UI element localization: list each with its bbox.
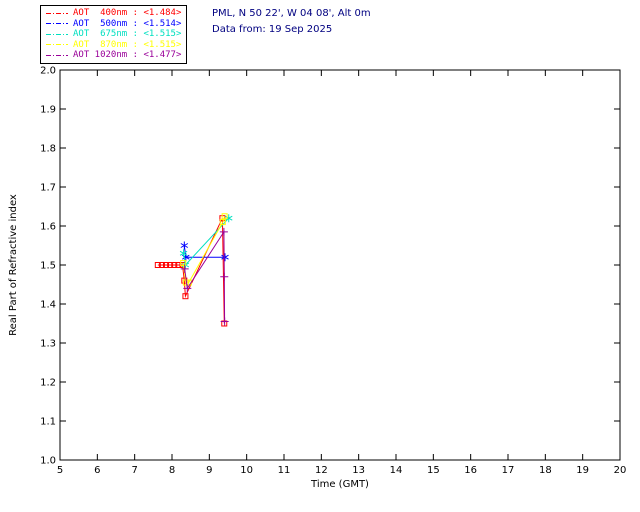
x-tick-label: 16 (464, 465, 477, 476)
x-tick-label: 13 (352, 465, 365, 476)
data-point-asterisk (179, 249, 188, 258)
series-line (183, 217, 230, 267)
x-tick-label: 6 (94, 465, 100, 476)
legend-label: AOT 400nm : <1.484> (73, 8, 182, 19)
y-tick-label: 1.9 (40, 105, 56, 116)
y-tick-label: 1.6 (40, 222, 56, 233)
x-tick-label: 12 (315, 465, 328, 476)
y-tick-label: 2.0 (40, 66, 56, 77)
legend-label: AOT 1020nm : <1.477> (73, 50, 182, 61)
x-tick-label: 9 (206, 465, 212, 476)
data-point-square (171, 262, 178, 268)
data-point-square (181, 277, 188, 284)
data-point-square (180, 260, 187, 267)
y-tick-label: 1.4 (40, 300, 56, 311)
legend-line-sample (46, 44, 68, 46)
x-tick-label: 7 (131, 465, 137, 476)
y-axis-title: Real Part of Refractive index (8, 194, 19, 336)
x-tick-label: 15 (427, 465, 440, 476)
x-tick-label: 19 (576, 465, 589, 476)
y-tick-label: 1.8 (40, 144, 56, 155)
y-tick-label: 1.0 (40, 456, 56, 467)
data-point-plus (183, 284, 192, 293)
data-point-square (219, 219, 226, 226)
x-tick-label: 18 (539, 465, 552, 476)
data-point-plus (180, 264, 189, 273)
data-point-square (221, 213, 228, 220)
x-axis-title: Time (GMT) (310, 479, 369, 490)
legend-line-sample (46, 54, 68, 56)
data-point-square (182, 293, 189, 300)
y-tick-label: 1.3 (40, 339, 56, 350)
legend-line-sample (46, 12, 68, 14)
x-tick-label: 11 (278, 465, 291, 476)
data-point-square (167, 262, 174, 268)
data-point-plus (219, 227, 228, 236)
data-point-plus (220, 317, 229, 326)
x-tick-label: 8 (169, 465, 175, 476)
data-point-square (158, 262, 165, 268)
station-info: PML, N 50 22', W 04 08', Alt 0m (212, 8, 371, 19)
legend-item: AOT 500nm : <1.514> (46, 19, 181, 30)
legend-item: AOT 1020nm : <1.477> (46, 50, 181, 61)
legend-label: AOT 500nm : <1.514> (73, 18, 182, 29)
data-point-asterisk (224, 214, 233, 223)
header: PML, N 50 22', W 04 08', Alt 0m Data fro… (212, 6, 371, 38)
x-tick-label: 17 (502, 465, 515, 476)
x-tick-label: 10 (240, 465, 253, 476)
data-point-asterisk (221, 253, 229, 262)
y-tick-label: 1.5 (40, 261, 56, 272)
x-tick-label: 14 (390, 465, 403, 476)
legend-label: AOT 675nm : <1.515> (73, 29, 182, 40)
series-line (184, 230, 226, 322)
legend-item: AOT 400nm : <1.484> (46, 8, 181, 19)
data-point-asterisk (180, 241, 189, 250)
legend-item: AOT 870nm : <1.515> (46, 40, 181, 51)
data-point-square (163, 262, 170, 268)
legend-item: AOT 675nm : <1.515> (46, 29, 181, 40)
data-date: Data from: 19 Sep 2025 (212, 24, 333, 35)
y-tick-label: 1.2 (40, 378, 56, 389)
y-tick-label: 1.7 (40, 183, 56, 194)
x-tick-label: 20 (614, 465, 627, 476)
legend-line-sample (46, 23, 68, 25)
legend-line-sample (46, 33, 68, 35)
data-point-plus (220, 272, 229, 281)
x-tick-label: 5 (57, 465, 63, 476)
legend-label: AOT 870nm : <1.515> (73, 39, 182, 50)
series-aot-870nm (180, 213, 228, 286)
plot-border (59, 69, 621, 461)
y-tick-label: 1.1 (40, 417, 56, 428)
legend: AOT 400nm : <1.484> AOT 500nm : <1.514> AO… (40, 5, 188, 64)
data-point-square (154, 262, 161, 268)
series-aot-1020nm (180, 227, 229, 326)
